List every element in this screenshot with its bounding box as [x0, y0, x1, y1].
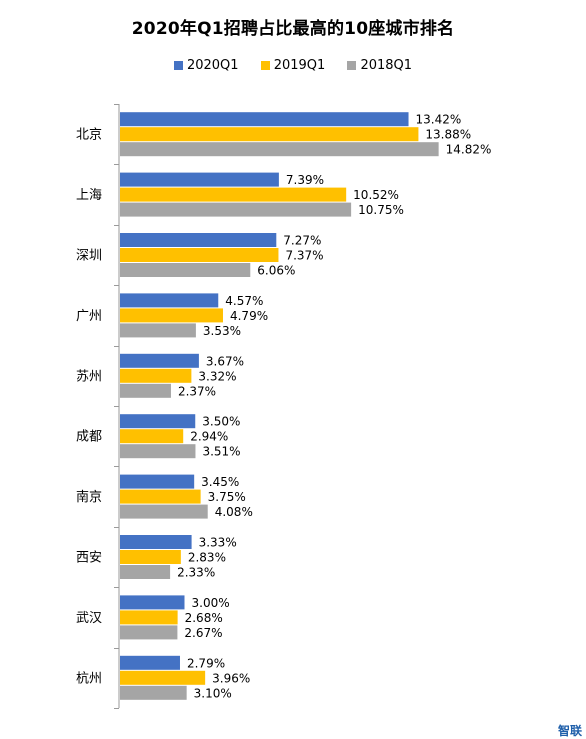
- data-label: 2.37%: [178, 384, 216, 398]
- bar: [120, 248, 279, 262]
- bar: [120, 625, 178, 640]
- data-label: 3.67%: [206, 354, 244, 368]
- bar: [120, 474, 195, 489]
- bar: [120, 187, 347, 202]
- bar: [120, 202, 352, 217]
- data-label: 14.82%: [446, 143, 492, 157]
- bar: [120, 535, 192, 549]
- bar: [120, 308, 223, 323]
- data-label: 2.94%: [190, 430, 228, 444]
- bar: [120, 670, 206, 685]
- data-label: 4.57%: [225, 294, 263, 308]
- category-label: 南京: [76, 489, 102, 505]
- data-label: 2.68%: [185, 611, 223, 625]
- category-label: 深圳: [76, 249, 102, 264]
- bar: [120, 565, 171, 579]
- data-label: 4.79%: [230, 309, 268, 323]
- category-label: 西安: [76, 551, 102, 566]
- bar: [120, 233, 277, 247]
- bar: [120, 550, 181, 564]
- legend-swatch-2019q1: [260, 61, 270, 70]
- bar: [120, 142, 439, 157]
- data-label: 7.39%: [286, 173, 324, 187]
- data-label: 3.32%: [198, 369, 236, 383]
- legend-label-2018q1: 2018Q1: [360, 58, 413, 73]
- bar: [120, 323, 196, 338]
- bar: [120, 655, 180, 670]
- bar: [120, 414, 196, 429]
- data-label: 3.96%: [212, 671, 250, 685]
- category-label: 杭州: [76, 671, 102, 686]
- legend-item-2018q1: 2018Q1: [347, 58, 412, 73]
- category-label: 苏州: [76, 368, 102, 384]
- data-label: 3.00%: [192, 596, 230, 610]
- data-label: 3.45%: [201, 475, 239, 489]
- data-label: 7.37%: [285, 249, 323, 263]
- data-label: 13.88%: [425, 128, 471, 142]
- legend-item-2019q1: 2019Q1: [260, 58, 326, 73]
- bar: [120, 127, 419, 142]
- legend-label-2020q1: 2020Q1: [186, 58, 239, 73]
- category-label: 成都: [76, 430, 102, 445]
- chart-title: 2020年Q1招聘占比最高的10座城市排名: [131, 19, 455, 39]
- category-label: 广州: [76, 309, 102, 324]
- bar: [120, 489, 201, 504]
- category-label: 北京: [76, 128, 102, 143]
- bar: [120, 444, 196, 459]
- bar: [120, 353, 199, 368]
- data-label: 3.53%: [203, 324, 241, 338]
- data-label: 2.79%: [187, 656, 225, 670]
- legend-swatch-2018q1: [347, 61, 357, 70]
- data-label: 13.42%: [416, 113, 462, 127]
- bar: [120, 504, 208, 519]
- bar: [120, 172, 279, 187]
- bar: [120, 263, 251, 277]
- data-label: 3.50%: [202, 415, 240, 429]
- data-label: 4.08%: [215, 505, 253, 519]
- bar: [120, 610, 178, 625]
- data-label: 3.75%: [208, 490, 246, 504]
- category-label: 武汉: [76, 611, 102, 626]
- bar: [120, 293, 219, 308]
- data-label: 7.27%: [283, 234, 321, 248]
- data-label: 3.10%: [194, 686, 232, 700]
- data-label: 2.83%: [188, 551, 226, 565]
- legend-item-2020q1: 2020Q1: [173, 58, 239, 73]
- bar: [120, 429, 184, 444]
- data-label: 3.33%: [199, 536, 237, 550]
- data-label: 10.75%: [358, 203, 404, 217]
- legend-label-2019q1: 2019Q1: [273, 58, 326, 73]
- legend-swatch-2020q1: [173, 61, 183, 70]
- watermark-logo: 智联: [557, 724, 582, 738]
- bar: [120, 595, 185, 610]
- category-label: 上海: [76, 188, 102, 203]
- data-label: 2.33%: [177, 566, 215, 580]
- data-label: 10.52%: [353, 188, 399, 202]
- bar: [120, 112, 409, 127]
- chart-legend: 2020Q1 2019Q1 2018Q1: [0, 58, 586, 73]
- bar: [120, 368, 192, 383]
- bar: [120, 685, 187, 700]
- bar: [120, 383, 171, 398]
- data-label: 6.06%: [257, 264, 295, 278]
- data-label: 3.51%: [202, 445, 240, 459]
- data-label: 2.67%: [184, 626, 222, 640]
